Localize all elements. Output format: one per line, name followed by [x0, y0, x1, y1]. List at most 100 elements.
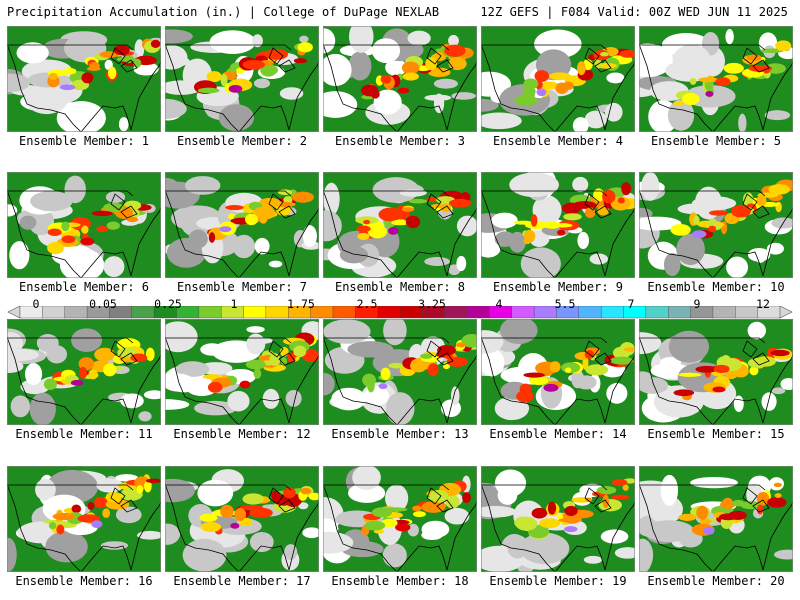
precip-cell	[748, 64, 773, 72]
colorbar-swatch	[645, 306, 669, 319]
border	[7, 190, 134, 197]
dry-area	[448, 34, 459, 47]
coastline	[481, 189, 635, 278]
precip-cell	[61, 235, 76, 244]
border	[639, 190, 766, 197]
dry-area	[246, 333, 266, 355]
dry-area	[188, 229, 208, 249]
dry-area	[771, 217, 793, 229]
member-label: Ensemble Member: 1	[18, 134, 150, 148]
precip-cell	[678, 513, 697, 521]
precip-map	[165, 466, 319, 572]
dry-area	[197, 479, 234, 507]
colorbar-swatch	[377, 306, 401, 319]
dry-area	[456, 255, 467, 272]
colorbar-tick-label: 0.25	[154, 297, 182, 311]
precip-cell	[720, 500, 736, 509]
dry-area	[24, 363, 43, 386]
precip-cell	[249, 507, 273, 518]
member-label: Ensemble Member: 16	[15, 574, 153, 588]
panel-frame	[165, 172, 319, 278]
precip-max-core	[705, 90, 714, 97]
precip-cell	[279, 201, 293, 208]
colorbar-swatch	[42, 306, 66, 319]
panel-frame	[481, 466, 635, 572]
dry-area	[323, 210, 342, 242]
coastline	[639, 336, 793, 425]
precip-cell	[670, 224, 691, 236]
coastline	[639, 483, 793, 572]
great-lakes	[426, 340, 454, 366]
colorbar-tick-label: 4	[495, 297, 503, 311]
precip-cell	[145, 478, 161, 484]
precip-cell	[611, 479, 628, 486]
dry-area	[46, 345, 68, 364]
member-label: Ensemble Member: 7	[176, 280, 308, 294]
precip-cell	[364, 520, 386, 531]
precip-cell	[371, 507, 393, 518]
dry-area	[165, 523, 181, 545]
precip-cell	[88, 369, 98, 380]
coastline	[165, 43, 319, 132]
precip-cell	[245, 359, 266, 370]
panel-frame	[323, 466, 477, 572]
precip-cell	[293, 58, 307, 64]
precip-cell	[242, 493, 264, 505]
ensemble-member-panel: Ensemble Member: 20	[639, 466, 793, 588]
dry-area	[253, 78, 271, 89]
precip-cell	[617, 197, 625, 204]
dry-area	[71, 328, 103, 352]
precip-cell	[462, 492, 471, 504]
precip-map	[7, 26, 161, 132]
precip-cell	[113, 45, 130, 56]
precip-cell	[756, 504, 764, 515]
border	[323, 44, 450, 51]
colorbar-max-arrow	[779, 306, 793, 319]
member-label: Ensemble Member: 19	[489, 574, 627, 588]
dry-area	[284, 544, 298, 560]
precip-cell	[391, 219, 410, 226]
coastline	[7, 483, 161, 572]
dry-area	[386, 392, 415, 425]
dry-area	[56, 101, 106, 132]
border	[481, 44, 608, 51]
precip-cell	[699, 518, 712, 525]
panel-frame	[639, 26, 793, 132]
border	[481, 337, 608, 344]
dry-area	[7, 537, 17, 572]
precip-cell	[412, 511, 426, 518]
precip-cell	[381, 518, 398, 528]
dry-area	[268, 260, 283, 268]
great-lakes	[426, 193, 454, 219]
precip-cell	[401, 61, 420, 75]
dry-area	[433, 78, 458, 89]
precip-map	[639, 466, 793, 572]
dry-area	[764, 110, 791, 121]
colorbar-swatch	[466, 306, 490, 319]
precip-cell	[523, 78, 539, 90]
border	[323, 337, 450, 344]
coastline	[639, 43, 793, 132]
precip-cell	[743, 192, 754, 207]
member-label: Ensemble Member: 18	[331, 574, 469, 588]
member-label: Ensemble Member: 20	[647, 574, 785, 588]
precip-cell	[197, 87, 220, 94]
great-lakes	[742, 487, 770, 513]
precip-cell	[708, 225, 717, 233]
precip-cell	[552, 223, 573, 228]
border	[165, 484, 292, 491]
coastline	[165, 483, 319, 572]
precip-cell	[234, 507, 247, 522]
precip-cell	[87, 501, 95, 511]
panel-frame	[323, 319, 477, 425]
member-label: Ensemble Member: 3	[334, 134, 466, 148]
dry-area	[507, 535, 529, 559]
precip-cell	[547, 501, 557, 515]
precip-cell	[105, 491, 122, 503]
panel-frame	[481, 319, 635, 425]
dry-area	[182, 538, 227, 572]
panel-frame	[7, 26, 161, 132]
dry-area	[589, 253, 609, 265]
precip-cell	[200, 522, 222, 533]
great-lakes	[426, 47, 454, 73]
